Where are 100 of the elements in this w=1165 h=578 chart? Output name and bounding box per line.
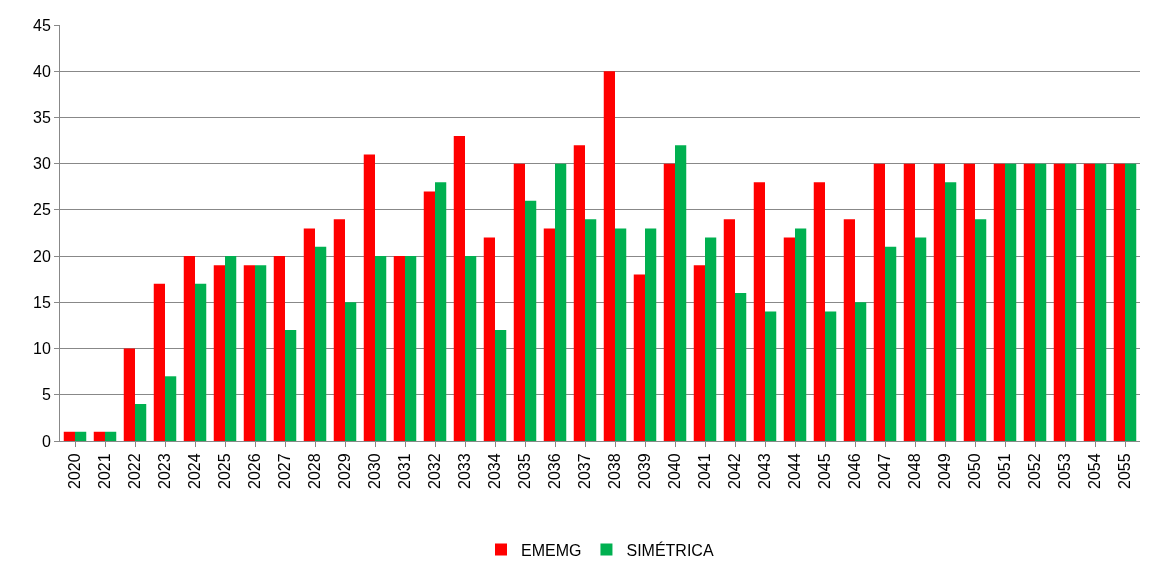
bar	[183, 256, 195, 441]
bar	[285, 330, 297, 441]
x-tick-label: 2044	[786, 453, 804, 489]
bar	[843, 219, 855, 441]
bar	[153, 283, 165, 441]
bar	[315, 246, 327, 441]
bar	[135, 404, 147, 441]
x-tick-label: 2039	[636, 453, 654, 489]
bar	[723, 219, 735, 441]
y-tick-label: 15	[33, 293, 51, 311]
bar	[63, 431, 75, 441]
x-tick-label: 2045	[816, 453, 834, 489]
x-tick-label: 2049	[936, 453, 954, 489]
bar	[363, 154, 375, 441]
bar	[225, 256, 237, 441]
x-tick-label: 2041	[696, 453, 714, 489]
x-tick-label: 2027	[276, 453, 294, 489]
bar	[243, 265, 255, 441]
bar	[783, 237, 795, 441]
bar	[105, 431, 117, 441]
bar	[543, 228, 555, 441]
bar	[393, 256, 405, 441]
bar	[525, 200, 537, 441]
y-tick-label: 45	[33, 16, 51, 34]
bar	[1005, 163, 1017, 441]
bar	[1035, 163, 1047, 441]
bar	[825, 311, 837, 441]
bar	[453, 135, 465, 441]
bar	[555, 163, 567, 441]
bar	[423, 191, 435, 441]
x-tick-label: 2028	[306, 453, 324, 489]
bar	[855, 302, 867, 441]
bar	[735, 293, 747, 441]
bar	[603, 71, 615, 441]
bar	[795, 228, 807, 441]
x-tick-label: 2052	[1026, 453, 1044, 489]
bar	[1113, 163, 1125, 441]
bar	[645, 228, 657, 441]
bar	[1125, 163, 1137, 441]
bar	[693, 265, 705, 441]
x-tick-label: 2026	[246, 453, 264, 489]
bar	[1083, 163, 1095, 441]
bar	[375, 256, 387, 441]
bar	[885, 246, 897, 441]
x-tick-label: 2024	[186, 453, 204, 489]
bar	[633, 274, 645, 441]
bar	[435, 182, 447, 441]
bar	[333, 219, 345, 441]
bar	[975, 219, 987, 441]
bar	[195, 283, 207, 441]
x-tick-label: 2037	[576, 453, 594, 489]
bar	[963, 163, 975, 441]
bar	[495, 330, 507, 441]
x-tick-label: 2032	[426, 453, 444, 489]
y-tick-label: 25	[33, 201, 51, 219]
x-tick-label: 2030	[366, 453, 384, 489]
x-tick-label: 2053	[1056, 453, 1074, 489]
bar	[405, 256, 417, 441]
bar	[1095, 163, 1107, 441]
x-tick-label: 2033	[456, 453, 474, 489]
y-tick-label: 10	[33, 340, 51, 358]
x-tick-label: 2021	[96, 453, 114, 489]
x-tick-label: 2023	[156, 453, 174, 489]
bar	[255, 265, 267, 441]
bar	[465, 256, 477, 441]
bar	[165, 376, 177, 441]
y-tick-label: 0	[41, 432, 51, 450]
x-tick-label: 2029	[336, 453, 354, 489]
bar	[213, 265, 225, 441]
x-tick-label: 2025	[216, 453, 234, 489]
x-tick-label: 2043	[756, 453, 774, 489]
bar	[765, 311, 777, 441]
x-tick-label: 2046	[846, 453, 864, 489]
bar	[513, 163, 525, 441]
y-tick-label: 20	[33, 247, 51, 265]
bar	[915, 237, 927, 441]
bar	[273, 256, 285, 441]
x-tick-label: 2042	[726, 453, 744, 489]
bar	[75, 431, 87, 441]
x-tick-label: 2034	[486, 453, 504, 489]
bar	[903, 163, 915, 441]
y-tick-label: 35	[33, 109, 51, 127]
x-tick-label: 2038	[606, 453, 624, 489]
bar	[303, 228, 315, 441]
x-tick-label: 2036	[546, 453, 564, 489]
bar	[1023, 163, 1035, 441]
x-tick-label: 2040	[666, 453, 684, 489]
y-tick-label: 40	[33, 62, 51, 80]
bar	[675, 145, 687, 441]
bar	[993, 163, 1005, 441]
x-tick-label: 2022	[126, 453, 144, 489]
y-tick-label: 30	[33, 155, 51, 173]
bar	[753, 182, 765, 441]
bar	[813, 182, 825, 441]
legend-label: SIMÉTRICA	[626, 540, 714, 559]
bar	[873, 163, 885, 441]
legend-label: EMEMG	[521, 541, 582, 559]
bar	[93, 431, 105, 441]
bar	[933, 163, 945, 441]
bar	[1053, 163, 1065, 441]
